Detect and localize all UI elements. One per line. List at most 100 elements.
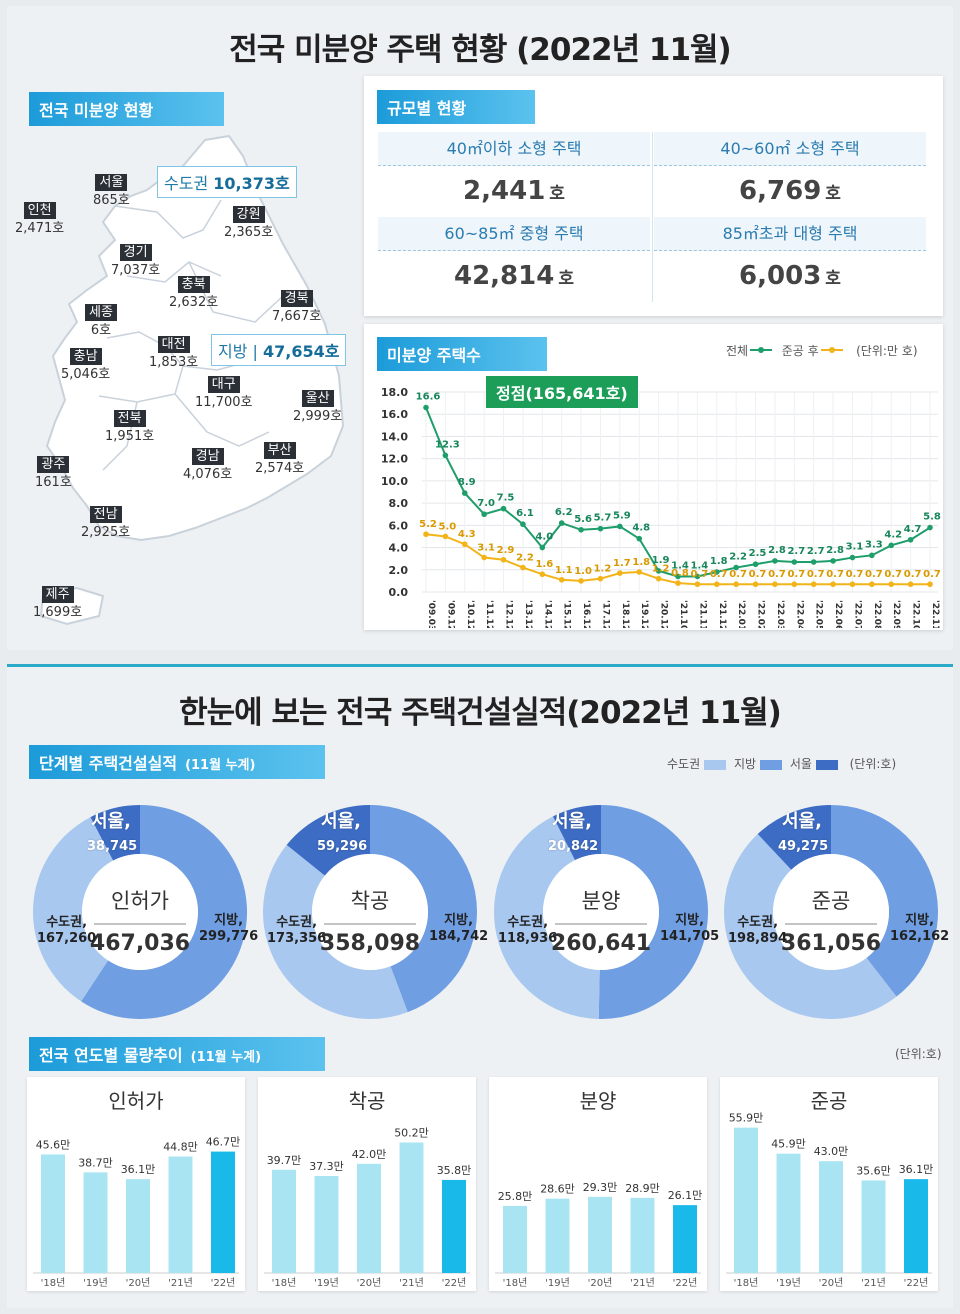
region-name: 대구 (207, 376, 240, 393)
local-segment-label-text: 184,742 (429, 929, 489, 944)
data-label: 1.2 (652, 564, 670, 575)
annual-tag-sub: (11월 누계) (190, 1050, 262, 1065)
size-number: 42,814 (454, 261, 555, 291)
annual-bar-card: 착공 39.7만 '18년 37.3만 '19년 42.0만 '20년 50.2만 '21년 35… (258, 1077, 476, 1291)
x-tick-label: '22.05 (814, 600, 824, 628)
annual-bar-label: 36.1만 (899, 1163, 934, 1176)
data-point (927, 524, 933, 531)
data-label: 1.7 (613, 558, 631, 569)
x-tick-label: '09.03 (426, 600, 436, 628)
seoul-label-text: 서울, (552, 811, 592, 832)
x-tick-label: '22.11 (930, 600, 940, 628)
donut-hole (543, 854, 659, 970)
stage-tag: 단계별 주택건설실적 (11월 누계) (29, 745, 325, 779)
annual-bar (588, 1196, 612, 1273)
annual-category-label: '20년 (357, 1277, 382, 1289)
region-name: 제주 (41, 586, 74, 603)
data-label: 4.3 (458, 529, 476, 540)
donut-svg: 분양 260,641 (494, 805, 709, 1019)
region-name: 세종 (85, 304, 117, 321)
donut-slice-지방 (831, 805, 938, 997)
donut-total: 467,036 (90, 931, 190, 956)
x-tick-label: '22.02 (756, 600, 766, 628)
legend-after-swatch (820, 347, 843, 353)
data-label: 0.8 (671, 568, 689, 579)
data-point (675, 573, 681, 580)
size-divider (652, 132, 653, 302)
donut-slice-수도권 (724, 834, 897, 1019)
annual-tag-label: 전국 연도별 물량추이 (39, 1046, 183, 1065)
data-point (830, 581, 836, 588)
annual-bar-label: 29.3만 (583, 1181, 618, 1194)
annual-bar-title: 분양 (579, 1089, 617, 1113)
data-label: 8.9 (458, 477, 476, 488)
data-point (772, 558, 778, 564)
data-point (694, 573, 701, 580)
data-point (830, 558, 836, 564)
data-point (733, 581, 739, 588)
region-value: 5,046호 (61, 367, 111, 382)
data-point (539, 544, 546, 551)
capital-segment-label-text: 수도권, (46, 915, 88, 930)
annual-bar-svg: 39.7만 '18년 37.3만 '19년 42.0만 '20년 50.2만 '21년 35.8… (264, 1126, 471, 1289)
capital-segment-label-text: 167,260 (37, 931, 97, 946)
size-tag: 규모별 현황 (377, 90, 535, 124)
data-point (617, 523, 623, 530)
region-chungbuk: 충북 2,632호 (169, 276, 218, 312)
donut-legend: 수도권 지방 서울 (단위:호) (667, 755, 896, 772)
legend-local-swatch (760, 759, 783, 770)
annual-bar-label: 55.9만 (729, 1112, 764, 1125)
data-point (907, 581, 914, 588)
region-name: 경기 (119, 244, 152, 261)
region-name: 울산 (301, 390, 334, 407)
annual-bar (734, 1127, 758, 1273)
size-card: 규모별 현황 40㎡이하 소형 주택 2,441 호 40~60㎡ 소형 주택 6,7… (364, 76, 943, 316)
x-tick-label: '11.12 (484, 600, 494, 628)
region-value: 2,365호 (224, 225, 274, 240)
annual-bar-label: 39.7만 (267, 1154, 302, 1167)
region-value: 6호 (90, 323, 112, 338)
annual-category-label: '21년 (861, 1277, 886, 1289)
donut-total: 260,641 (551, 931, 651, 956)
x-tick-label: '18.12 (620, 600, 630, 628)
donut-slice-서울 (552, 805, 601, 861)
annual-category-label: '20년 (588, 1277, 613, 1289)
capital-label: 수도권 (164, 174, 209, 193)
region-gwangju: 광주 161호 (35, 456, 72, 492)
annual-category-label: '18년 (734, 1277, 759, 1289)
data-point (461, 490, 468, 496)
donut-center-label: 인허가 (111, 889, 169, 913)
x-tick-label: '22.09 (891, 600, 901, 628)
data-point (520, 564, 526, 571)
legend-local-label: 지방 (733, 757, 757, 771)
local-segment-label-text: 141,705 (660, 929, 720, 944)
region-value: 4,076호 (183, 467, 233, 482)
capital-value: 10,373호 (213, 174, 290, 193)
data-label: 1.6 (535, 559, 553, 570)
region-name: 인천 (23, 202, 56, 219)
data-point (597, 575, 604, 582)
data-label: 0.7 (787, 569, 805, 580)
region-name: 충북 (177, 276, 210, 293)
data-point (500, 505, 507, 512)
data-label: 2.8 (826, 545, 844, 556)
region-value: 1,699호 (33, 605, 83, 620)
size-cell: 60~85㎡ 중형 주택 42,814 호 (378, 217, 650, 302)
seoul-label-text: 서울, (782, 811, 822, 832)
line-tag: 미분양 주택수 (377, 337, 547, 371)
data-label: 5.6 (574, 514, 592, 525)
annual-bar-card: 준공 55.9만 '18년 45.9만 '19년 43.0만 '20년 35.6만 '21년 36… (720, 1077, 938, 1291)
donut-slice-수도권 (32, 817, 114, 1002)
local-segment-label-text: 299,776 (199, 929, 259, 944)
annual-bar-card: 분양 25.8만 '18년 28.6만 '19년 29.3만 '20년 28.9만 '21년 26… (489, 1077, 707, 1291)
capital-segment-label: 수도권, 118,936 (498, 915, 557, 947)
donut-center-label: 착공 (351, 889, 390, 913)
data-label: 2.2 (729, 552, 747, 563)
annual-unit: (단위:호) (895, 1047, 942, 1061)
data-label: 4.0 (535, 532, 553, 543)
data-label: 1.2 (594, 564, 612, 575)
data-label: 2.2 (516, 553, 534, 564)
annual-bar (41, 1154, 65, 1273)
x-tick-label: '13.12 (523, 600, 533, 628)
region-value: 7,037호 (111, 263, 161, 278)
